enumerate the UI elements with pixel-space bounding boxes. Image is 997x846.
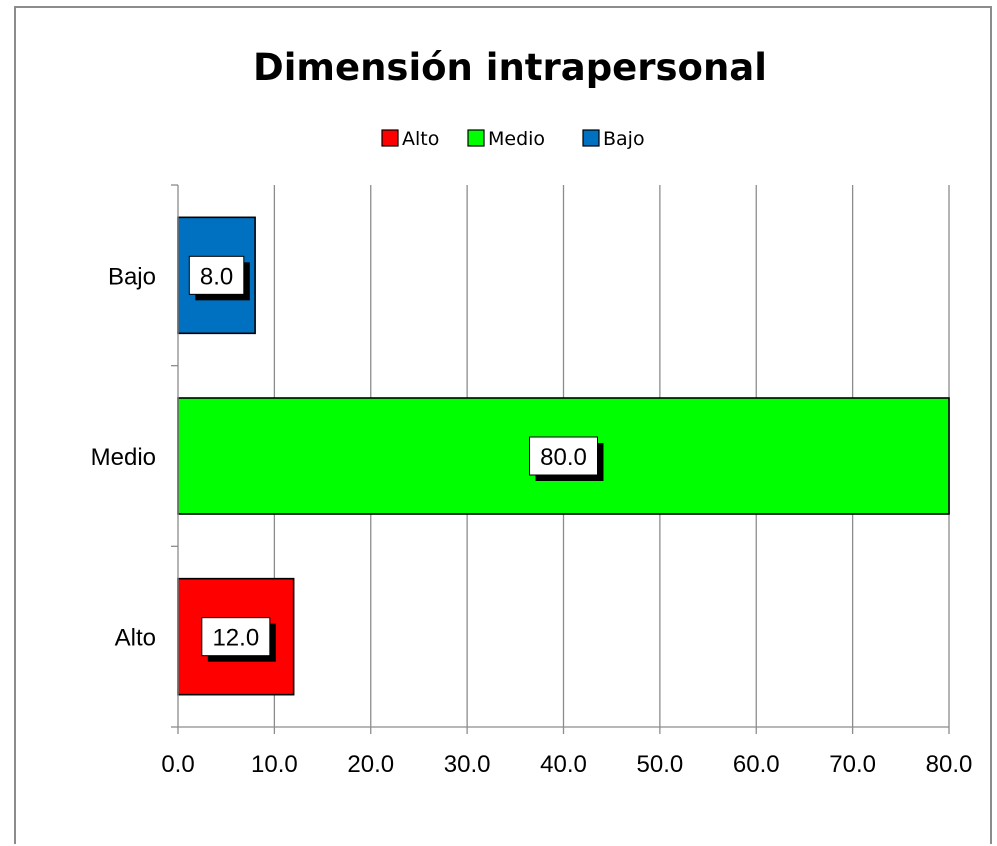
- legend-item-alto: Alto: [381, 128, 439, 150]
- data-label-text: 12.0: [212, 625, 259, 652]
- x-tick-label: 30.0: [444, 751, 491, 778]
- legend-swatch: [582, 129, 600, 147]
- category-label-medio: Medio: [91, 444, 156, 471]
- chart-axes: 0.0 10.0 20.0 30.0 40.0 50.0 60.0 70.0 80.0 Alto M…: [91, 184, 973, 778]
- data-label-medio: 80.0: [529, 436, 604, 481]
- x-tick-label: 40.0: [540, 751, 587, 778]
- x-tick-label: 20.0: [347, 751, 394, 778]
- x-tick-label: 60.0: [733, 751, 780, 778]
- chart-frame: Dimensión intrapersonal Alto Medio Bajo 0.…: [14, 6, 992, 844]
- data-label-text: 8.0: [200, 263, 233, 290]
- data-label-bajo: 8.0: [188, 255, 250, 301]
- legend-label: Bajo: [603, 128, 645, 150]
- x-tick-label: 10.0: [251, 751, 298, 778]
- chart-data-labels: 12.0 80.0 8.0: [188, 255, 604, 662]
- category-label-alto: Alto: [115, 625, 156, 652]
- data-label-text: 80.0: [540, 444, 587, 471]
- legend-item-medio: Medio: [467, 128, 545, 150]
- legend-item-bajo: Bajo: [582, 128, 645, 150]
- chart-title: Dimensión intrapersonal: [253, 46, 767, 89]
- x-tick-label: 70.0: [829, 751, 876, 778]
- x-tick-label: 80.0: [926, 751, 973, 778]
- bar-chart: Dimensión intrapersonal Alto Medio Bajo 0.…: [91, 46, 973, 778]
- data-label-alto: 12.0: [201, 617, 276, 662]
- x-tick-label: 50.0: [637, 751, 684, 778]
- x-tick-label: 0.0: [161, 751, 194, 778]
- legend-swatch: [467, 129, 485, 147]
- legend-swatch: [381, 129, 399, 147]
- legend-label: Medio: [488, 128, 545, 150]
- data-label-box: [529, 436, 598, 476]
- chart-legend: Alto Medio Bajo: [381, 128, 645, 150]
- data-label-box: [188, 255, 245, 295]
- category-label-bajo: Bajo: [108, 263, 156, 290]
- legend-label: Alto: [402, 128, 439, 150]
- data-label-box: [201, 617, 271, 657]
